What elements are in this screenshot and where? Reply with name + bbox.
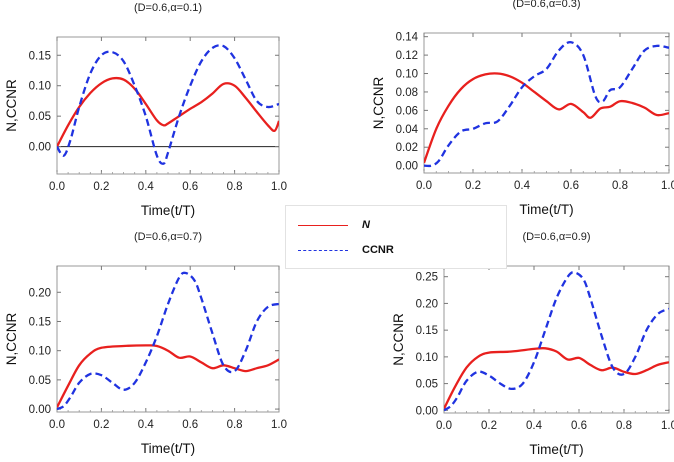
y-tick-label: 0.05 (416, 379, 438, 391)
y-tick-label: 0.15 (29, 316, 51, 328)
y-tick-label: 0.12 (396, 50, 418, 62)
x-tick-label: 0.8 (227, 419, 243, 431)
x-tick-label: 0.2 (93, 181, 109, 193)
chart-panel-3: 0.0 0.2 0.4 0.6 0.8 1.0 0.00 0.05 0.10 0.15 0.20 (D… (4, 231, 287, 456)
plot-frame (443, 265, 670, 414)
y-tick-label: 0.00 (396, 161, 418, 173)
y-tick-label: 0.00 (29, 142, 51, 154)
panel-title: (D=0.6,α=0.7) (134, 231, 202, 243)
x-tick-label: 0.8 (612, 180, 628, 192)
legend-label-ccnr: CCNR (362, 244, 394, 256)
y-tick-label: 0.05 (29, 375, 51, 387)
y-tick-label: 0.10 (29, 81, 51, 93)
series-line-n (424, 72, 669, 164)
x-tick-label: 0.6 (182, 419, 198, 431)
y-tick-label: 0.10 (29, 346, 51, 358)
series-line-n (57, 344, 279, 408)
legend-swatch-ccnr (298, 249, 348, 251)
x-tick-label: 1.0 (661, 180, 674, 192)
chart-panel-1: 0.0 0.2 0.4 0.6 0.8 1.0 0.00 0.05 0.10 0.15 (D=0.6… (4, 2, 287, 218)
x-tick-label: 0.0 (416, 180, 432, 192)
chart-panel-2: 0.0 0.2 0.4 0.6 0.8 1.0 0.00 0.02 0.04 0.06 0.08 0.… (371, 0, 674, 217)
x-tick-label: 0.6 (563, 180, 579, 192)
series-line-ccnr (424, 40, 669, 168)
y-axis-label: N,CCNR (391, 313, 406, 366)
x-tick-label: 0.0 (49, 181, 65, 193)
y-tick-label: 0.10 (416, 352, 438, 364)
x-tick-label: 0.6 (182, 181, 198, 193)
series-line-ccnr (444, 271, 669, 412)
y-tick-label: 0.00 (29, 404, 51, 416)
series-line-n (444, 346, 669, 410)
y-tick-label: 0.10 (396, 69, 418, 81)
x-axis-label: Time(t/T) (141, 203, 195, 218)
series-line-ccnr (57, 44, 279, 165)
y-tick-label: 0.08 (396, 87, 418, 99)
x-tick-label: 1.0 (271, 181, 287, 193)
series-line-n (57, 76, 279, 148)
x-tick-label: 0.4 (138, 419, 155, 431)
x-tick-label: 0.0 (49, 419, 65, 431)
x-tick-label: 0.6 (571, 420, 587, 432)
y-tick-label: 0.25 (416, 272, 438, 284)
x-tick-label: 0.4 (526, 420, 543, 432)
x-tick-label: 0.0 (436, 420, 452, 432)
y-axis-label: N,CCNR (4, 313, 19, 366)
x-tick-label: 0.2 (465, 180, 481, 192)
y-tick-label: 0.14 (396, 32, 419, 44)
y-tick-label: 0.20 (29, 287, 51, 299)
legend-item-n: N (298, 215, 370, 235)
x-tick-label: 0.2 (481, 420, 497, 432)
x-tick-label: 0.8 (227, 181, 243, 193)
x-tick-label: 1.0 (661, 420, 674, 432)
legend-label-n: N (362, 219, 370, 231)
panel-title: (D=0.6,α=0.1) (134, 2, 202, 14)
x-axis-label: Time(t/T) (141, 441, 195, 456)
chart-panel-4: 0.0 0.2 0.4 0.6 0.8 1.0 0.00 0.05 0.10 0.15 0.20 0.… (391, 231, 674, 457)
panel-title: (D=0.6,α=0.3) (512, 0, 580, 10)
y-tick-label: 0.06 (396, 105, 418, 117)
y-tick-label: 0.00 (416, 405, 438, 417)
series-line-ccnr (57, 271, 279, 411)
legend-swatch-n (298, 224, 348, 226)
x-tick-label: 0.2 (93, 419, 109, 431)
x-tick-label: 0.4 (514, 180, 531, 192)
legend: N CCNR (285, 205, 507, 269)
y-tick-label: 0.04 (396, 124, 419, 136)
plot-frame (56, 265, 280, 413)
y-axis-label: N,CCNR (4, 79, 19, 132)
x-axis-label: Time(t/T) (529, 442, 583, 457)
y-tick-label: 0.02 (396, 142, 418, 154)
legend-item-ccnr: CCNR (298, 240, 394, 260)
x-tick-label: 1.0 (271, 419, 287, 431)
x-axis-label: Time(t/T) (519, 202, 573, 217)
y-axis-label: N,CCNR (371, 77, 386, 130)
panel-title: (D=0.6,α=0.9) (522, 231, 590, 243)
y-tick-label: 0.15 (416, 325, 438, 337)
y-tick-label: 0.05 (29, 111, 51, 123)
y-tick-label: 0.20 (416, 298, 438, 310)
y-tick-label: 0.15 (29, 50, 51, 62)
x-tick-label: 0.4 (138, 181, 155, 193)
x-tick-label: 0.8 (616, 420, 632, 432)
